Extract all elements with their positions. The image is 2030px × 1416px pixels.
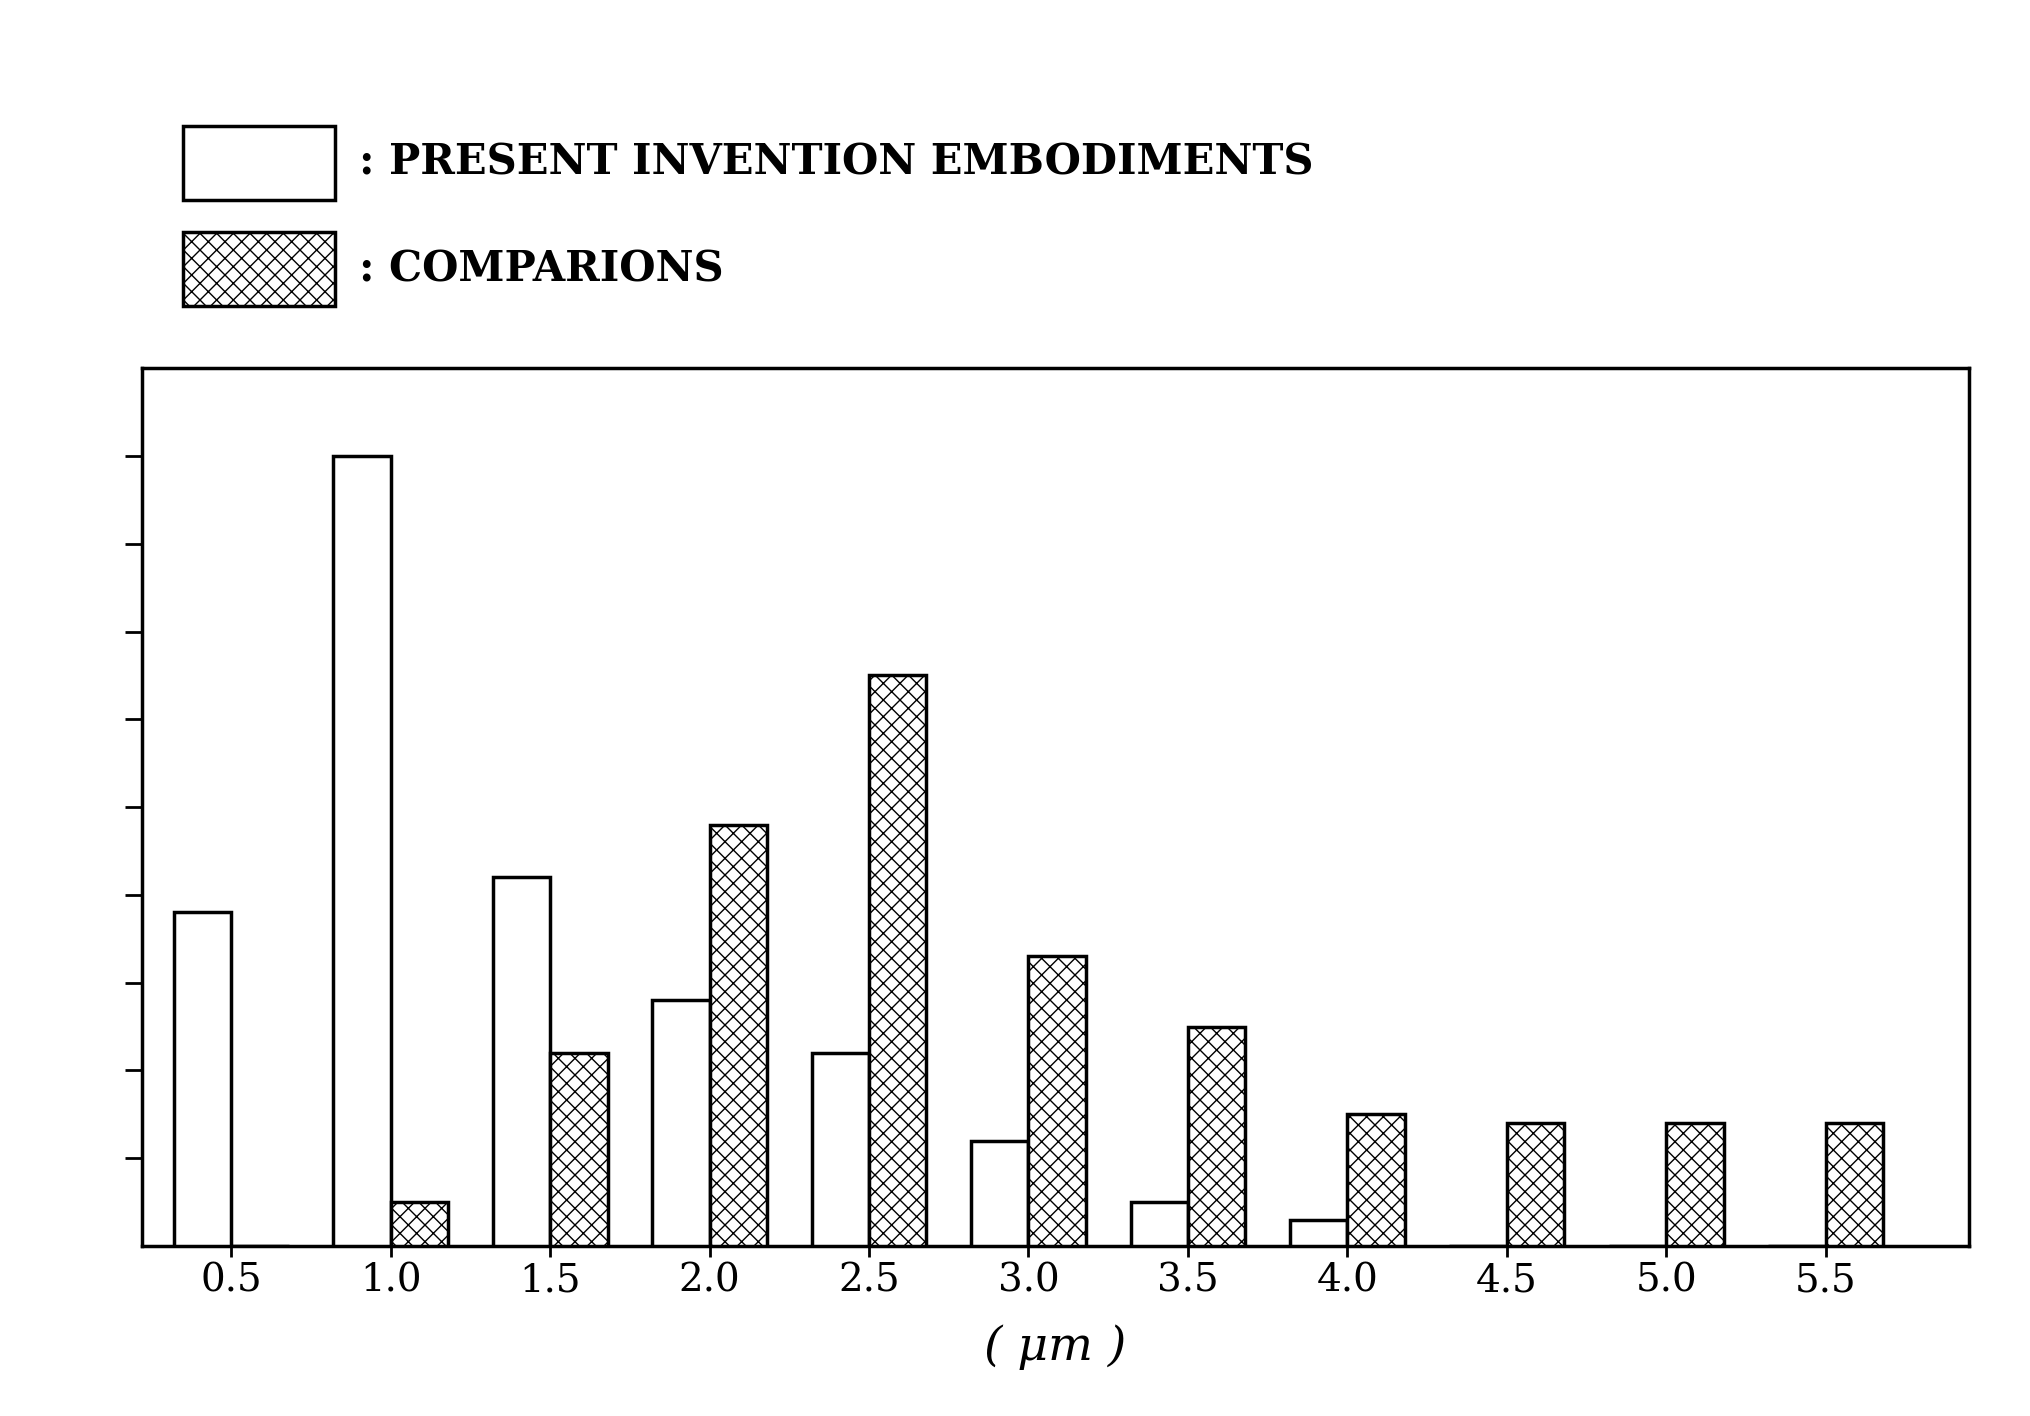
Bar: [1667, 1123, 1723, 1246]
Bar: [333, 456, 392, 1246]
Bar: [1029, 956, 1086, 1246]
Bar: [1289, 1219, 1348, 1246]
Bar: [652, 1000, 710, 1246]
X-axis label: ( μm ): ( μm ): [985, 1324, 1127, 1369]
Bar: [1506, 1123, 1565, 1246]
Bar: [1348, 1114, 1405, 1246]
Bar: [710, 824, 767, 1246]
Bar: [869, 675, 926, 1246]
Bar: [175, 912, 231, 1246]
Bar: [970, 1141, 1029, 1246]
Bar: [392, 1202, 449, 1246]
Bar: [493, 878, 550, 1246]
Bar: [1825, 1123, 1884, 1246]
Bar: [1131, 1202, 1188, 1246]
Bar: [812, 1054, 869, 1246]
Text: : COMPARIONS: : COMPARIONS: [359, 248, 725, 290]
Bar: [1188, 1027, 1244, 1246]
Bar: [550, 1054, 607, 1246]
Text: : PRESENT INVENTION EMBODIMENTS: : PRESENT INVENTION EMBODIMENTS: [359, 142, 1313, 184]
